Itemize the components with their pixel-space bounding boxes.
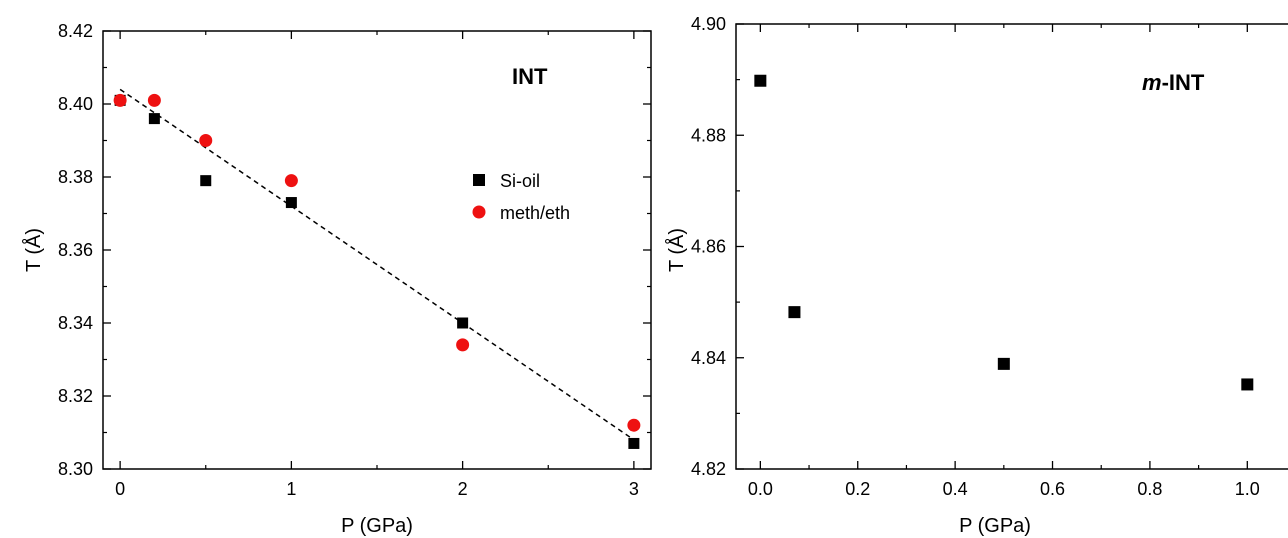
legend-marker-si-oil — [473, 174, 485, 186]
plot-frame — [735, 23, 1288, 470]
panel-label-prefix: m — [1142, 70, 1162, 95]
y-tick-label: 8.42 — [58, 21, 93, 41]
x-tick-label: 0.4 — [943, 479, 968, 499]
point-series-0 — [1241, 378, 1254, 391]
y-tick-label: 8.34 — [58, 313, 93, 333]
point-series-0 — [754, 74, 767, 87]
panel-label: INT — [512, 64, 548, 89]
x-tick-label: 0 — [115, 479, 125, 499]
panel-label: m-INT — [1142, 70, 1205, 95]
y-tick-label: 8.32 — [58, 386, 93, 406]
point-si-oil — [628, 437, 640, 449]
point-meth-eth — [456, 338, 470, 352]
fit-line-group — [119, 88, 635, 441]
point-meth-eth — [147, 93, 161, 107]
legend-marker-meth-eth — [472, 205, 486, 219]
legend: Si-oil meth/eth — [472, 171, 570, 223]
data-points — [113, 93, 641, 449]
y-axis-title: T (Å) — [665, 228, 688, 272]
point-series-0 — [788, 306, 801, 319]
y-tick-label: 8.40 — [58, 94, 93, 114]
y-axis-title: T (Å) — [22, 228, 45, 272]
x-tick-label: 0.8 — [1137, 479, 1162, 499]
x-tick-label: 0.2 — [845, 479, 870, 499]
y-tick-label: 8.36 — [58, 240, 93, 260]
point-si-oil — [457, 317, 469, 329]
chart-m-int: 0.0 0.2 0.4 0.6 0.8 1.0 4.82 4.84 4.86 4.88 4.90 m… — [665, 14, 1288, 537]
legend-label-si-oil: Si-oil — [500, 171, 540, 191]
x-tick-label: 1 — [286, 479, 296, 499]
x-tick-label: 2 — [458, 479, 468, 499]
x-tick-label: 1.0 — [1235, 479, 1260, 499]
point-si-oil — [285, 197, 297, 209]
legend-label-meth-eth: meth/eth — [500, 203, 570, 223]
panel-label-suffix: -INT — [1162, 70, 1205, 95]
x-tick-label: 0.6 — [1040, 479, 1065, 499]
fit-line — [119, 88, 635, 441]
y-tick-label: 4.86 — [691, 237, 726, 257]
x-axis-title: P (GPa) — [341, 515, 413, 537]
point-si-oil — [148, 113, 160, 125]
y-tick-label: 8.30 — [58, 459, 93, 479]
point-meth-eth — [113, 93, 127, 107]
x-tick-label: 3 — [629, 479, 639, 499]
y-tick-label: 4.84 — [691, 348, 726, 368]
y-tick-label: 4.82 — [691, 459, 726, 479]
axis-ticks: 0.0 0.2 0.4 0.6 0.8 1.0 4.82 4.84 4.86 4.88 4.90 — [691, 14, 1260, 499]
data-points — [754, 74, 1254, 391]
x-tick-label: 0.0 — [748, 479, 773, 499]
axis-ticks: 0 1 2 3 8.30 8.32 8.34 8.36 8.38 8.40 8.42 — [58, 21, 651, 499]
y-tick-label: 4.88 — [691, 125, 726, 145]
point-si-oil — [200, 175, 212, 187]
y-tick-label: 4.90 — [691, 14, 726, 34]
chart-int: 0 1 2 3 8.30 8.32 8.34 8.36 8.38 8.40 8.42 INT Si-… — [22, 21, 652, 537]
x-axis-title: P (GPa) — [959, 515, 1031, 537]
y-tick-label: 8.38 — [58, 167, 93, 187]
point-meth-eth — [199, 134, 213, 147]
plot-frame — [102, 30, 652, 470]
point-meth-eth — [627, 418, 641, 432]
point-series-0 — [997, 357, 1010, 370]
point-meth-eth — [284, 174, 298, 188]
